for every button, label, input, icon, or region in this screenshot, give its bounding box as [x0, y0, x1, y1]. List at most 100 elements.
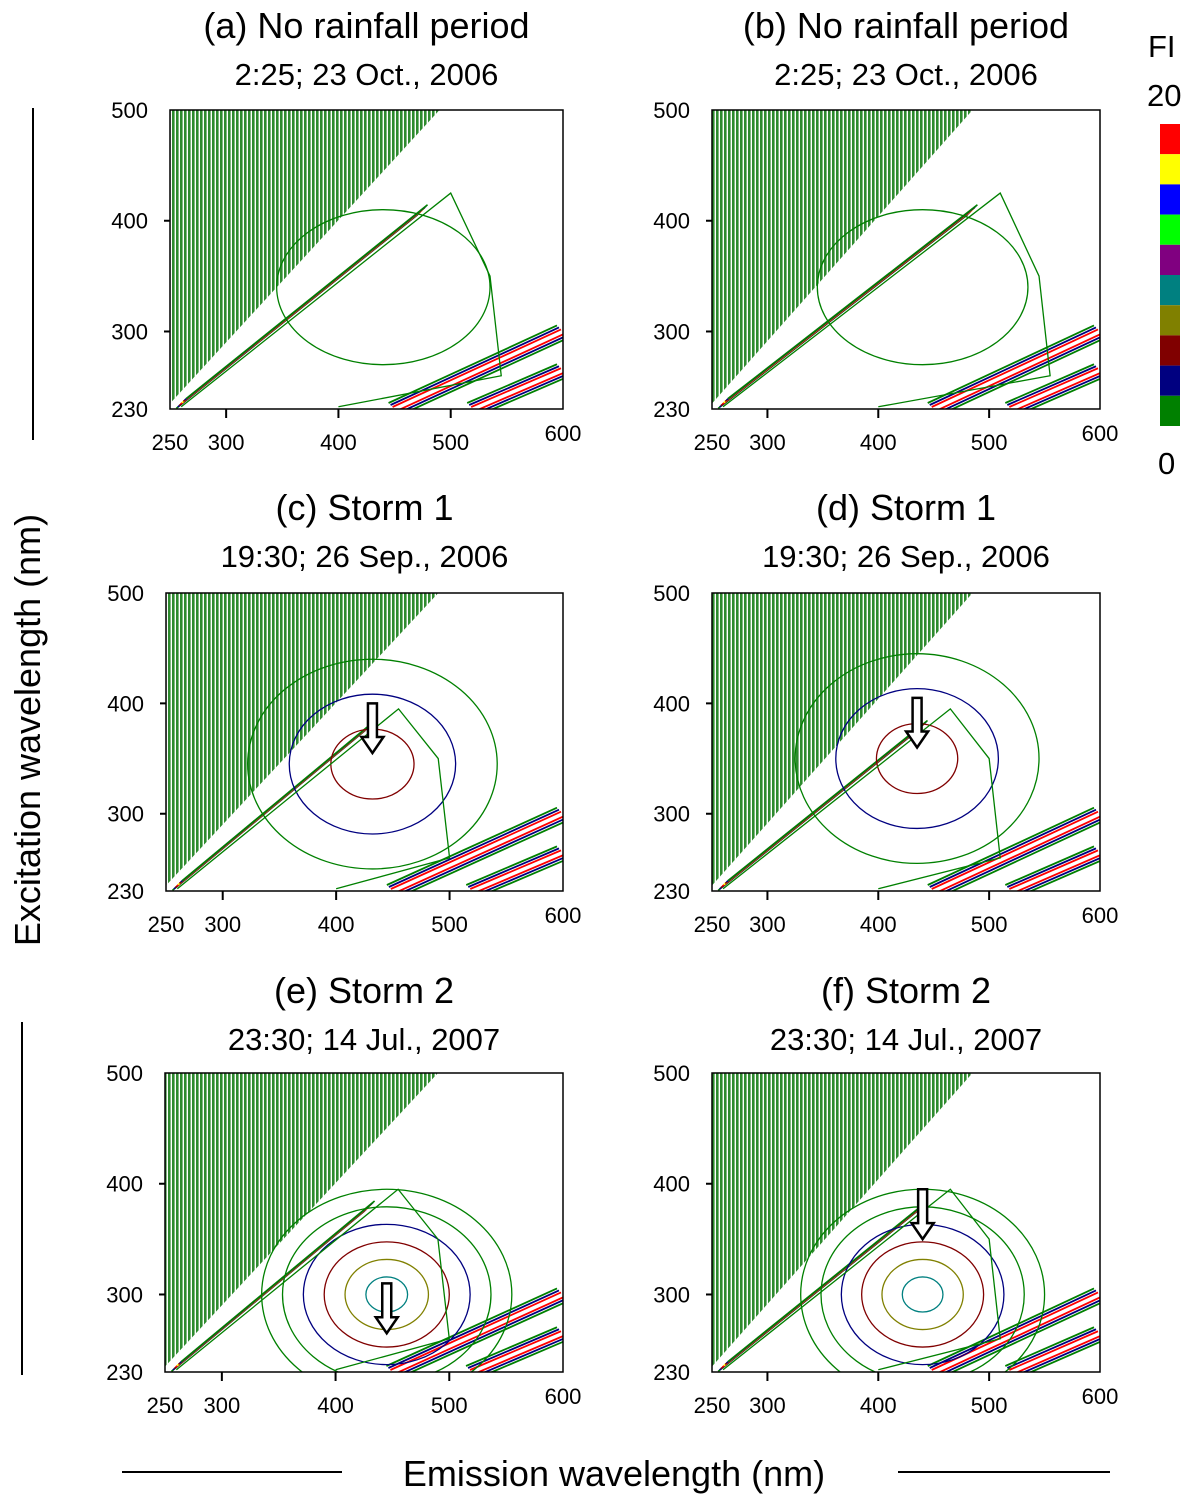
y-tick-label: 300: [653, 802, 690, 827]
second-order-scatter-line: [476, 854, 563, 891]
second-order-scatter-line: [472, 368, 563, 409]
second-order-scatter-line: [929, 1289, 1097, 1369]
y-tick-label: 500: [653, 98, 690, 123]
y-tick-label: 300: [106, 1282, 143, 1307]
second-order-scatter-line: [476, 1335, 563, 1372]
colorbar-min-label: 0: [1158, 446, 1175, 481]
second-order-scatter-line: [1010, 368, 1100, 409]
second-order-scatter-line: [398, 333, 563, 409]
y-tick-label: 400: [653, 691, 690, 716]
second-order-scatter-line: [1004, 363, 1095, 404]
panel-title: (e) Storm 2: [274, 970, 454, 1011]
second-order-scatter-line: [1010, 1331, 1100, 1372]
panel-b: (b) No rainfall period 2:25; 23 Oct., 200…: [653, 5, 1118, 455]
x-tick-label: 600: [545, 903, 582, 928]
panel-f: (f) Storm 2 23:30; 14 Jul., 2007 250 300 400…: [653, 970, 1118, 1418]
second-order-scatter-line: [403, 1299, 563, 1372]
second-order-scatter-line: [469, 1330, 562, 1371]
contour-line: [261, 1188, 513, 1372]
x-axis-title: Emission wavelength (nm): [403, 1453, 825, 1494]
second-order-scatter-line: [931, 328, 1099, 408]
colorbar-cell: [1160, 214, 1180, 245]
contour-envelope: [176, 707, 451, 890]
second-order-scatter-line: [937, 1296, 1100, 1372]
second-order-scatter-line: [466, 363, 558, 404]
x-tick-label: 400: [860, 430, 897, 455]
masked-region: [165, 1073, 438, 1367]
scatter-band-line: [727, 1200, 929, 1363]
y-axis-title-group: Excitation wavelength (nm): [7, 108, 48, 1375]
second-order-scatter-line: [933, 1293, 1100, 1372]
masked-region: [170, 110, 440, 404]
panel-subtitle: 19:30; 26 Sep., 2006: [221, 539, 509, 574]
x-tick-label: 600: [1082, 903, 1119, 928]
y-tick-label: 230: [653, 397, 690, 422]
contour-line: [302, 1223, 471, 1366]
second-order-scatter-line: [388, 324, 558, 404]
colorbar-max-label: 20: [1147, 78, 1181, 113]
second-order-scatter-line: [944, 336, 1100, 409]
y-tick-label: 400: [111, 209, 148, 234]
second-order-scatter-line: [467, 847, 560, 888]
second-order-scatter-line: [1022, 375, 1100, 409]
y-tick-label: 400: [107, 691, 144, 716]
peak-arrow: [373, 1282, 401, 1336]
panel-title: (f) Storm 2: [821, 970, 991, 1011]
contour-envelope: [722, 192, 1051, 408]
scatter-band-line: [727, 204, 978, 400]
second-order-scatter-line: [483, 857, 563, 891]
y-tick-label: 500: [106, 1061, 143, 1086]
second-order-scatter-line: [944, 818, 1100, 891]
second-order-scatter-line: [1006, 1328, 1097, 1369]
plot-frame: [711, 109, 1101, 410]
colorbar-cell: [1160, 365, 1180, 396]
y-tick-label: 230: [653, 879, 690, 904]
second-order-scatter-line: [1006, 365, 1097, 406]
second-order-scatter-line: [1006, 847, 1097, 888]
second-order-scatter-line: [392, 812, 563, 891]
second-order-scatter-line: [468, 365, 560, 406]
colorbar-cell: [1160, 154, 1180, 185]
masked-region: [712, 110, 973, 404]
contour-line: [901, 1276, 944, 1313]
x-tick-label: 400: [320, 430, 357, 455]
contour-line: [323, 1241, 450, 1348]
contour-envelope: [722, 707, 1001, 890]
scatter-band-line: [180, 1200, 376, 1363]
contour-line: [276, 209, 491, 366]
panel-title: (c) Storm 1: [275, 487, 453, 528]
plot-frame: [164, 1072, 564, 1373]
panel-title: (d) Storm 1: [816, 487, 996, 528]
second-order-scatter-line: [950, 821, 1100, 891]
contour-envelope: [722, 1188, 1001, 1371]
x-tick-label: 500: [432, 430, 469, 455]
x-tick-label: 300: [749, 430, 786, 455]
x-axis-title-group: Emission wavelength (nm): [122, 1453, 1110, 1494]
plot-frame: [711, 1072, 1101, 1373]
x-tick-label: 400: [860, 912, 897, 937]
y-tick-label: 400: [106, 1172, 143, 1197]
x-tick-label: 250: [694, 1393, 731, 1418]
second-order-scatter-line: [1008, 1330, 1099, 1371]
masked-region: [712, 593, 973, 886]
y-tick-label: 230: [653, 1360, 690, 1385]
panel-e: (e) Storm 2 23:30; 14 Jul., 2007 250 300 400…: [106, 970, 581, 1418]
contour-line: [281, 1206, 492, 1372]
second-order-scatter-line: [405, 336, 563, 409]
second-order-scatter-line: [471, 1331, 563, 1372]
plot-frame: [165, 592, 564, 892]
second-order-scatter-line: [397, 815, 563, 891]
second-order-scatter-line: [386, 1287, 558, 1367]
plot-frame: [711, 592, 1101, 892]
second-order-scatter-line: [1022, 1338, 1100, 1372]
panel-subtitle: 19:30; 26 Sep., 2006: [762, 539, 1050, 574]
contour-line: [835, 688, 1000, 830]
peak-arrow: [909, 1188, 937, 1242]
x-tick-label: 500: [431, 912, 468, 937]
second-order-scatter-line: [1015, 854, 1100, 891]
second-order-scatter-line: [392, 328, 562, 408]
y-tick-label: 230: [106, 1360, 143, 1385]
second-order-scatter-line: [477, 372, 563, 409]
colorbar-label: FI: [1148, 29, 1176, 64]
